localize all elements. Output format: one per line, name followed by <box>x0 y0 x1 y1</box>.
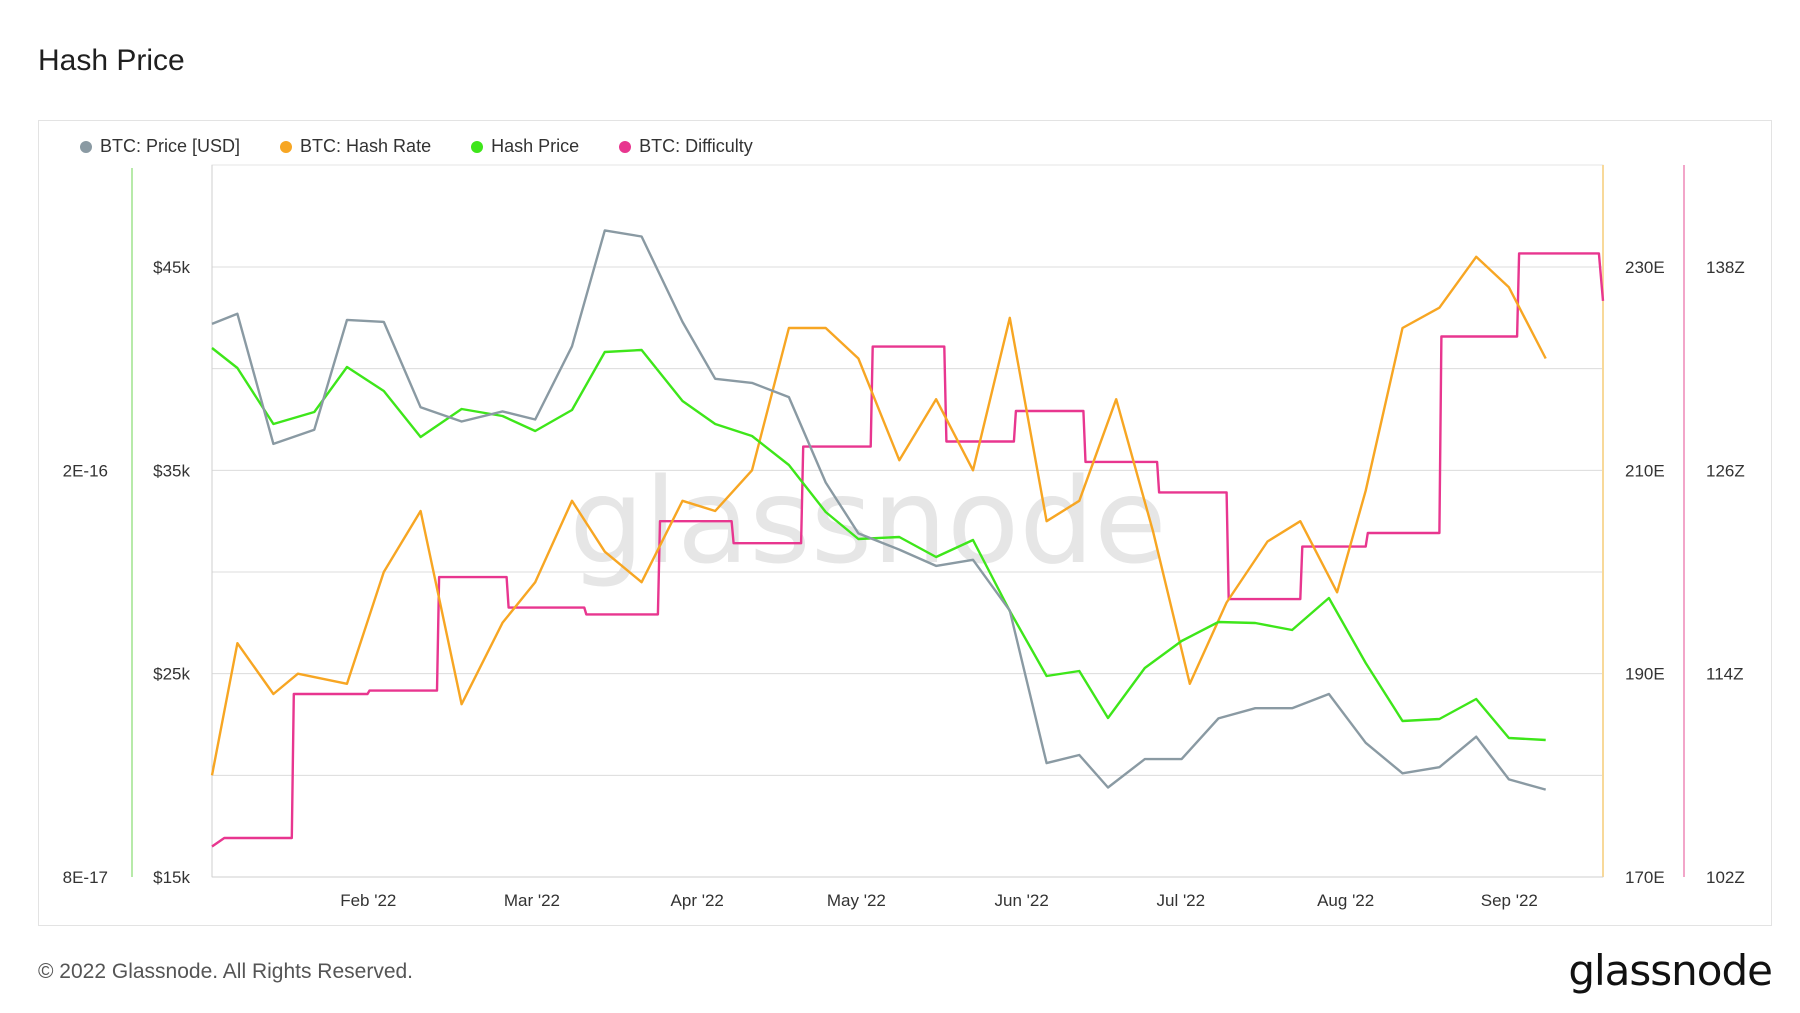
page-title: Hash Price <box>38 44 185 77</box>
difficulty-tick-label: 126Z <box>1706 461 1745 480</box>
series-line-hash-rate <box>210 255 1547 776</box>
legend-item-price[interactable]: BTC: Price [USD] <box>80 136 240 157</box>
x-tick-label: Mar '22 <box>504 891 560 910</box>
hash-price-tick-label: 8E-17 <box>63 868 108 887</box>
chart-frame <box>38 120 1772 926</box>
hash-rate-tick-label: 230E <box>1625 258 1665 277</box>
x-tick-label: Feb '22 <box>340 891 396 910</box>
legend-dot-hash-price <box>471 140 484 153</box>
legend-label-hash-price: Hash Price <box>491 136 580 156</box>
legend-label-hash-rate: BTC: Hash Rate <box>300 136 432 156</box>
legend-dot-hash-rate <box>280 140 293 153</box>
series-line-price <box>211 229 1547 791</box>
hash-price-tick-label: 2E-16 <box>63 461 108 480</box>
series-layer <box>210 229 1605 848</box>
x-tick-label: Sep '22 <box>1481 891 1538 910</box>
x-tick-label: Apr '22 <box>671 891 724 910</box>
hash-rate-tick-label: 190E <box>1625 665 1665 684</box>
legend-item-difficulty[interactable]: BTC: Difficulty <box>619 136 753 157</box>
legend-dot-price <box>80 140 92 153</box>
copyright-text: © 2022 Glassnode. All Rights Reserved. <box>38 960 414 983</box>
series-line-difficulty <box>211 252 1605 848</box>
legend-label-price: BTC: Price [USD] <box>100 136 241 156</box>
price-tick-label: $25k <box>153 665 190 684</box>
legend-label-difficulty: BTC: Difficulty <box>639 136 753 156</box>
price-tick-label: $45k <box>153 258 190 277</box>
price-tick-label: $35k <box>153 461 190 480</box>
difficulty-tick-label: 102Z <box>1706 868 1745 887</box>
glassnode-logo[interactable]: glassnode <box>1568 946 1773 995</box>
x-tick-label: May '22 <box>827 891 886 910</box>
x-tick-label: Aug '22 <box>1317 891 1374 910</box>
axes: Feb '22 Mar '22 Apr '22 May '22 Jun '22 Jul '… <box>63 165 1745 910</box>
series-line-hash-price <box>211 347 1546 742</box>
hash-rate-tick-label: 210E <box>1625 461 1665 480</box>
price-tick-label: $15k <box>153 868 190 887</box>
x-tick-label: Jul '22 <box>1156 891 1205 910</box>
x-tick-label: Jun '22 <box>994 891 1048 910</box>
legend-dot-difficulty <box>619 140 632 153</box>
legend-item-hash-rate[interactable]: BTC: Hash Rate <box>280 136 431 157</box>
difficulty-tick-label: 114Z <box>1706 665 1744 684</box>
legend: BTC: Price [USD] BTC: Hash Rate Hash Pri… <box>80 136 753 157</box>
difficulty-tick-label: 138Z <box>1706 258 1745 277</box>
legend-item-hash-price[interactable]: Hash Price <box>471 136 579 157</box>
hash-rate-tick-label: 170E <box>1625 868 1665 887</box>
